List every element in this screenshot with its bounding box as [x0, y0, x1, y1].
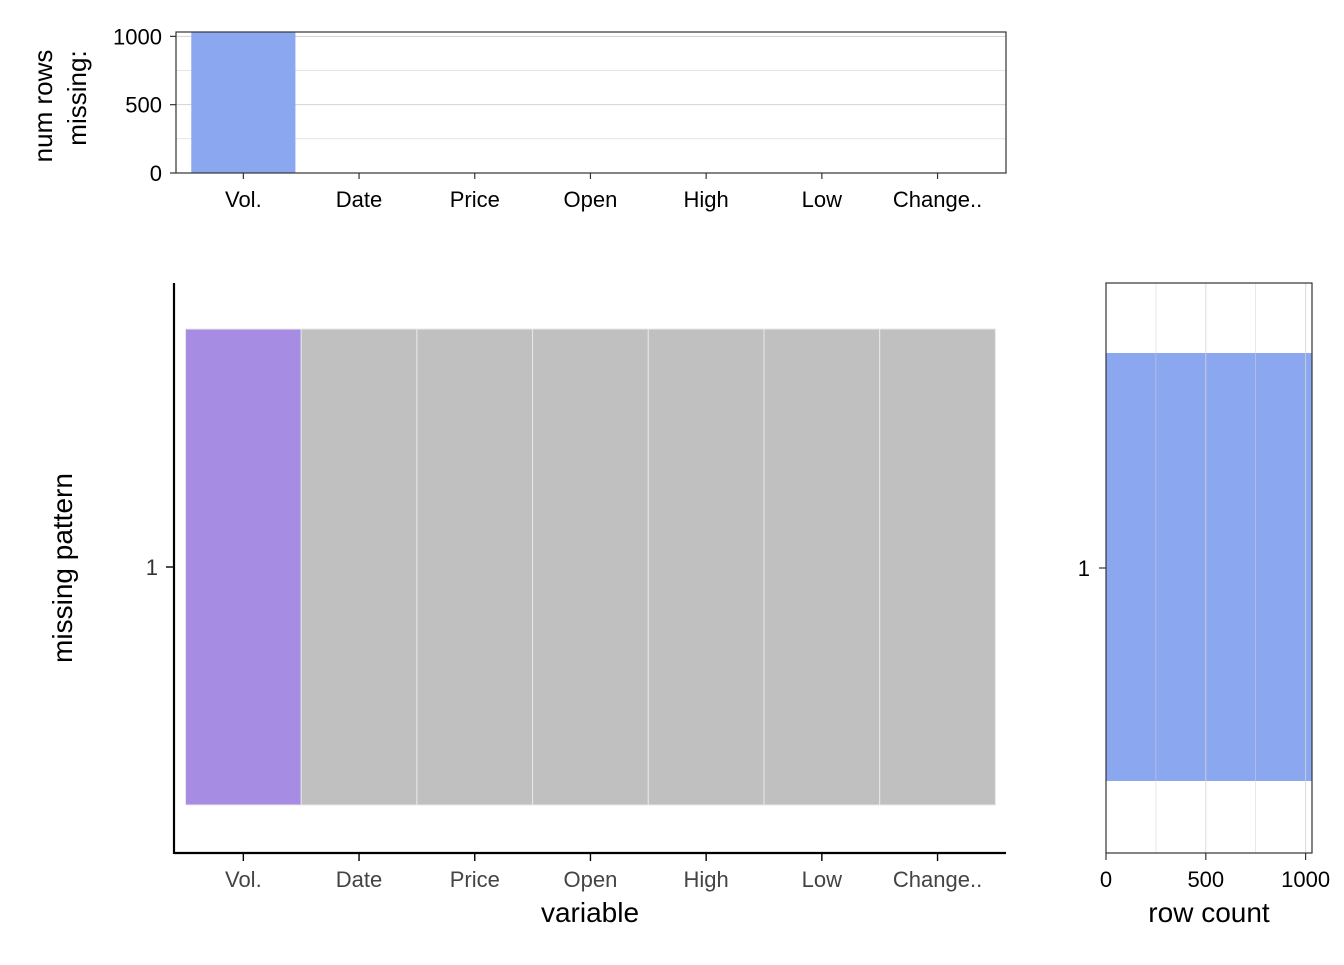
- pattern-cell-low: [763, 328, 881, 806]
- right-bar-pattern-1: [1106, 353, 1312, 781]
- main-x-tick-label: Change..: [893, 867, 982, 892]
- top-plot-background: [176, 32, 1006, 173]
- main-x-tick-label: Price: [450, 867, 500, 892]
- right-bars: [1106, 353, 1312, 781]
- right-y-ticks: 1: [1078, 556, 1106, 581]
- right-gridlines: [1155, 283, 1307, 853]
- right-x-tick-label: 1000: [1281, 867, 1330, 892]
- main-y-ticks: 1: [146, 555, 174, 580]
- right-panel: 1 0 500 1000 row count: [1078, 282, 1330, 928]
- main-y-axis-label: missing pattern: [47, 473, 78, 663]
- right-x-ticks: 0 500 1000: [1100, 853, 1330, 892]
- top-bar-vol: [191, 32, 296, 173]
- top-x-tick-label: Price: [450, 187, 500, 212]
- top-y-tick-label: 1000: [113, 24, 162, 49]
- pattern-cell-price: [416, 328, 534, 806]
- top-x-tick-label: Date: [336, 187, 382, 212]
- main-x-tick-label: Vol.: [225, 867, 262, 892]
- top-gridlines: [176, 35, 1006, 140]
- pattern-cell-date: [300, 328, 418, 806]
- right-x-tick-label: 0: [1100, 867, 1112, 892]
- main-x-tick-label: Open: [564, 867, 618, 892]
- main-panel: 1 Vol. Date Price Open High Low Change.. varia…: [47, 283, 1006, 928]
- main-x-tick-label: Low: [802, 867, 842, 892]
- main-y-tick-label: 1: [146, 555, 158, 580]
- pattern-cell-open: [532, 328, 649, 806]
- top-x-tick-label: Open: [564, 187, 618, 212]
- top-x-tick-label: Low: [802, 187, 842, 212]
- main-x-axis-label: variable: [541, 897, 639, 928]
- top-y-axis-label-line1: num rows: [28, 50, 58, 163]
- right-x-tick-label: 500: [1187, 867, 1224, 892]
- top-x-tick-label: Change..: [893, 187, 982, 212]
- top-x-tick-label: High: [684, 187, 729, 212]
- main-x-tick-label: Date: [336, 867, 382, 892]
- right-x-axis-label: row count: [1148, 897, 1270, 928]
- top-panel: 0 500 1000 Vol. Date Price Open High Low Change.…: [28, 24, 1007, 212]
- top-x-ticks: Vol. Date Price Open High Low Change..: [225, 173, 982, 212]
- top-y-tick-label: 500: [125, 93, 162, 118]
- pattern-cell-change: [879, 328, 996, 806]
- pattern-cells: [185, 328, 996, 806]
- pattern-cell-high: [647, 328, 765, 806]
- main-x-ticks: Vol. Date Price Open High Low Change..: [225, 853, 982, 892]
- top-y-axis-label-line2: missing:: [62, 50, 92, 145]
- top-bars: [191, 32, 296, 173]
- main-x-tick-label: High: [684, 867, 729, 892]
- top-y-tick-label: 0: [150, 161, 162, 186]
- top-y-ticks: 0 500 1000: [113, 24, 176, 186]
- top-x-tick-label: Vol.: [225, 187, 262, 212]
- right-y-tick-label: 1: [1078, 556, 1090, 581]
- pattern-cell-vol: [185, 328, 302, 806]
